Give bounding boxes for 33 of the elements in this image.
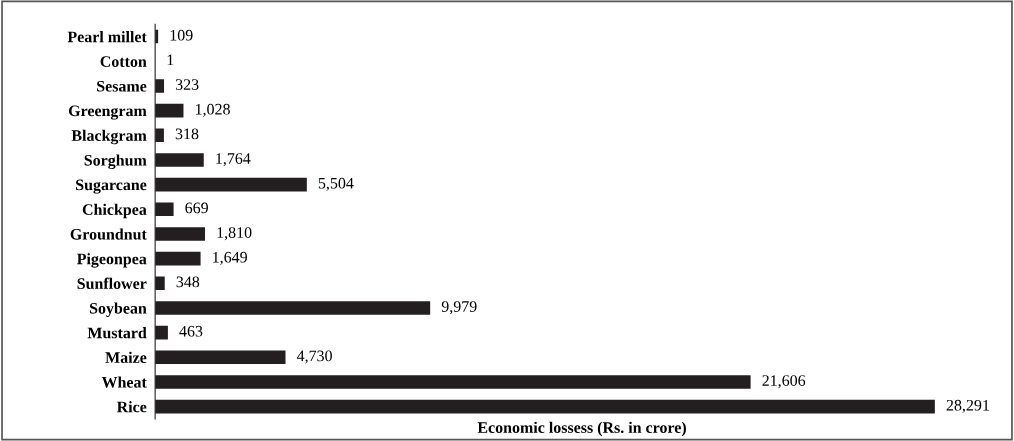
y-tick-label: Maize [105, 351, 147, 363]
y-tick-label: Sugarcane [76, 179, 147, 194]
data-label: 669 [185, 202, 208, 214]
y-tick-label: Groundnut [70, 228, 147, 240]
data-label: 5,504 [318, 177, 354, 191]
y-tick-label: Rice [116, 401, 147, 413]
data-label: 1 [167, 54, 174, 66]
y-tick-label: Pigeonpea [76, 253, 147, 268]
y-tick-label: Pearl millet [67, 31, 147, 43]
y-tick-label: Sunflower [77, 277, 147, 290]
y-tick-label: Blackgram [71, 129, 147, 145]
data-label: 323 [175, 79, 199, 90]
data-label: 348 [176, 276, 200, 288]
data-label: 4,730 [296, 350, 332, 364]
data-label: 1,028 [195, 103, 230, 117]
y-tick-label: Wheat [101, 376, 147, 388]
data-label: 1,810 [217, 227, 252, 241]
data-label: 9,979 [441, 301, 477, 315]
y-tick-label: Soybean [89, 302, 147, 317]
y-tick-label: Cotton [100, 56, 147, 67]
data-label: 318 [175, 128, 199, 140]
y-tick-label: Mustard [87, 327, 147, 339]
y-tick-label: Greengram [68, 105, 147, 120]
data-label: 463 [179, 325, 203, 337]
y-tick-label: Sorghum [84, 154, 147, 169]
data-label: 1,649 [213, 251, 247, 265]
y-tick-label: Sesame [97, 80, 147, 92]
y-tick-label: Chickpea [82, 203, 147, 219]
data-label: 1,764 [216, 153, 251, 167]
x-axis-title: Economic lossess (Rs. in crore) [477, 421, 686, 437]
data-label: 109 [170, 29, 193, 41]
data-label: 28,291 [946, 399, 989, 413]
data-label: 21,606 [762, 375, 806, 389]
